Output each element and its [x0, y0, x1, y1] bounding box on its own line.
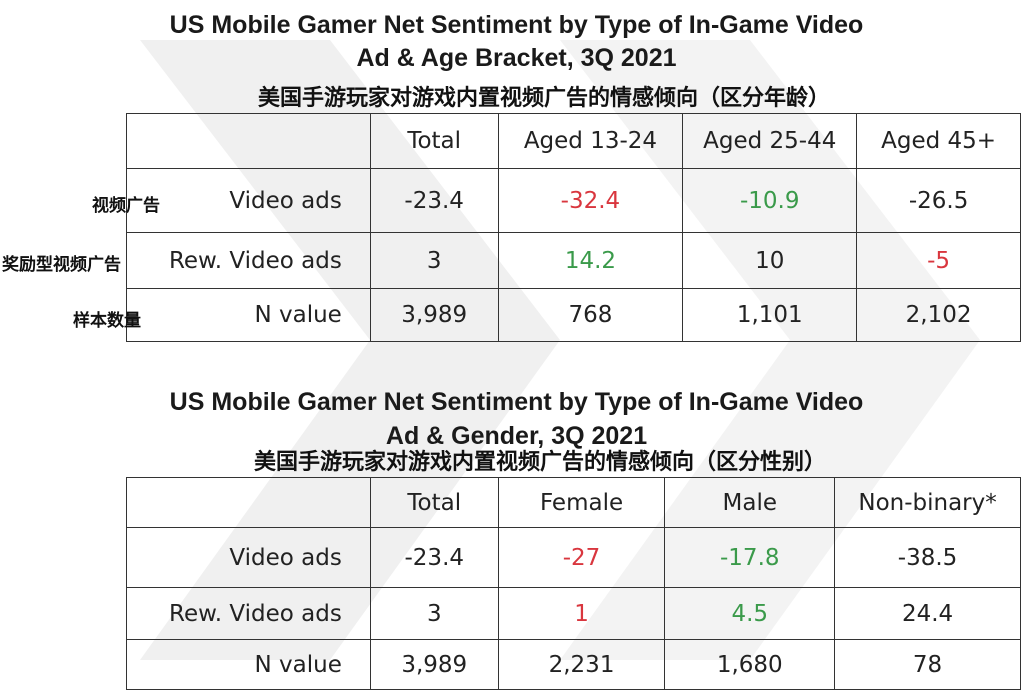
table-cell: -17.8	[664, 527, 836, 588]
table-row: Rew. Video ads 3 14.2 10 -5	[126, 232, 1021, 289]
table-header-row: Total Aged 13-24 Aged 25-44 Aged 45+	[126, 113, 1021, 169]
header-cell: Total	[369, 113, 499, 169]
table1-subtitle-cn: 美国手游玩家对游戏内置视频广告的情感倾向（区分年龄）	[258, 86, 831, 111]
header-cell: Non-binary*	[834, 477, 1021, 528]
row-label-cn: 样本数量	[73, 311, 141, 331]
row-label-cn: 视频广告	[92, 196, 160, 216]
table-cell: 2,102	[856, 288, 1021, 342]
table-cell: -27	[497, 527, 666, 588]
table1-title-line2: Ad & Age Bracket, 3Q 2021	[356, 44, 677, 72]
row-label: N value	[126, 288, 371, 342]
table2-title-line1: US Mobile Gamer Net Sentiment by Type of…	[169, 388, 864, 416]
table-cell: -32.4	[497, 168, 684, 233]
header-cell-empty	[126, 113, 371, 169]
header-cell: Aged 13-24	[497, 113, 684, 169]
table-cell: 2,231	[497, 639, 666, 690]
table-cell: 3,989	[369, 288, 499, 342]
table-cell: 4.5	[664, 587, 836, 640]
table-cell: -38.5	[834, 527, 1021, 588]
header-cell: Aged 45+	[856, 113, 1021, 169]
table-cell: -26.5	[856, 168, 1021, 233]
row-label: N value	[126, 639, 371, 690]
table-cell: 78	[834, 639, 1021, 690]
table-cell: 10	[682, 232, 858, 289]
table-cell: -23.4	[369, 168, 499, 233]
table2-title-line2: Ad & Gender, 3Q 2021	[385, 422, 648, 450]
table-cell: 768	[497, 288, 684, 342]
table-row: Video ads -23.4 -32.4 -10.9 -26.5	[126, 168, 1021, 233]
row-label: Video ads	[126, 527, 371, 588]
table1-title-line1: US Mobile Gamer Net Sentiment by Type of…	[169, 11, 864, 39]
table-cell: 14.2	[497, 232, 684, 289]
row-label: Video ads	[126, 168, 371, 233]
table2-subtitle-cn: 美国手游玩家对游戏内置视频广告的情感倾向（区分性别）	[254, 450, 827, 475]
header-cell: Aged 25-44	[682, 113, 858, 169]
header-cell: Total	[369, 477, 499, 528]
row-label: Rew. Video ads	[126, 587, 371, 640]
table-cell: 3	[369, 587, 499, 640]
table-cell: 24.4	[834, 587, 1021, 640]
table-cell: 1,680	[664, 639, 836, 690]
gender-table: Total Female Male Non-binary* Video ads …	[126, 477, 1021, 690]
age-bracket-table: Total Aged 13-24 Aged 25-44 Aged 45+ Vid…	[126, 113, 1021, 342]
header-cell-empty	[126, 477, 371, 528]
row-label-cn: 奖励型视频广告	[2, 255, 121, 275]
table-cell: -10.9	[682, 168, 858, 233]
header-cell: Male	[664, 477, 836, 528]
table-cell: -23.4	[369, 527, 499, 588]
table-cell: 1	[497, 587, 666, 640]
row-label: Rew. Video ads	[126, 232, 371, 289]
table-cell: 3	[369, 232, 499, 289]
table-row: Rew. Video ads 3 1 4.5 24.4	[126, 587, 1021, 640]
table-row: Video ads -23.4 -27 -17.8 -38.5	[126, 527, 1021, 588]
table-cell: 3,989	[369, 639, 499, 690]
table-cell: -5	[856, 232, 1021, 289]
table-row: N value 3,989 2,231 1,680 78	[126, 639, 1021, 690]
table-row: N value 3,989 768 1,101 2,102	[126, 288, 1021, 342]
table-cell: 1,101	[682, 288, 858, 342]
table-header-row: Total Female Male Non-binary*	[126, 477, 1021, 528]
header-cell: Female	[497, 477, 666, 528]
